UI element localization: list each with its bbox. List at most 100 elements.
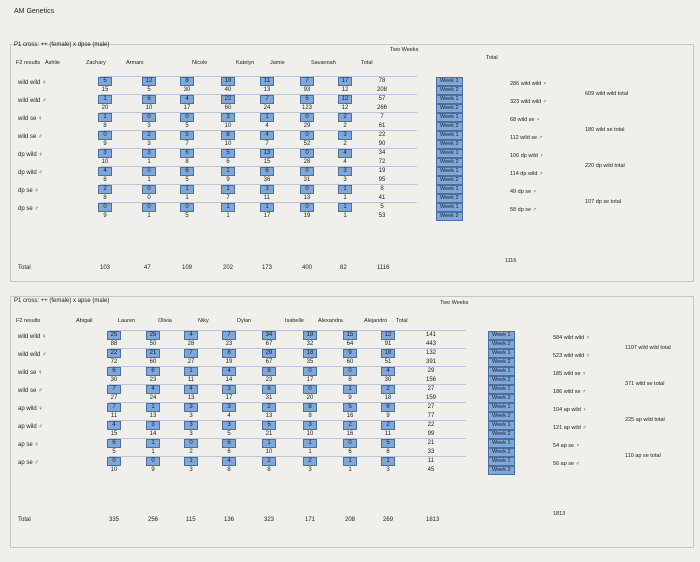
count-box xyxy=(222,349,236,358)
grid-line xyxy=(109,366,466,367)
count-box xyxy=(260,77,274,86)
count-cell: 60 xyxy=(346,359,354,365)
count-box xyxy=(338,95,352,104)
column-total: 109 xyxy=(182,265,193,271)
week-label: Week 2 xyxy=(488,430,515,439)
count-box xyxy=(343,457,357,466)
count-cell: 67 xyxy=(265,341,273,347)
column-total: 323 xyxy=(264,517,275,523)
count-cell: 4 xyxy=(386,368,390,374)
count-box xyxy=(262,403,276,412)
student-name: Lauren xyxy=(118,318,136,324)
count-box xyxy=(260,167,274,176)
row-label: ap wild ♂ xyxy=(18,424,43,430)
count-cell: 1 xyxy=(265,114,269,120)
column-total: 47 xyxy=(144,265,151,271)
row-label: wild se ♀ xyxy=(18,116,43,122)
count-cell: 7 xyxy=(112,386,116,392)
week-label: Week 1 xyxy=(488,403,515,412)
count-cell: 266 xyxy=(376,105,387,111)
count-box xyxy=(222,385,236,394)
count-cell: 3 xyxy=(147,150,151,156)
count-cell: 25 xyxy=(149,332,157,338)
count-box xyxy=(180,167,194,176)
row-sum: 114 dp wild ♂ xyxy=(510,171,544,177)
count-cell: 19 xyxy=(378,168,386,174)
count-cell: 33 xyxy=(427,449,435,455)
week-label: Week 1 xyxy=(488,349,515,358)
count-cell: 11 xyxy=(263,195,271,201)
column-total: 115 xyxy=(186,517,196,523)
count-cell: 0 xyxy=(147,186,151,192)
count-box xyxy=(343,403,357,412)
count-cell: 99 xyxy=(427,431,435,437)
count-cell: 156 xyxy=(425,377,436,383)
count-cell: 1 xyxy=(343,195,347,201)
count-cell: 208 xyxy=(376,87,387,93)
count-box xyxy=(300,149,314,158)
count-cell: 4 xyxy=(189,332,193,338)
count-cell: 27 xyxy=(427,386,435,392)
week-label: Week 1 xyxy=(488,439,515,448)
count-cell: 1 xyxy=(147,213,151,219)
count-box xyxy=(303,331,317,340)
count-box xyxy=(98,113,112,122)
count-box xyxy=(107,349,121,358)
count-cell: 31 xyxy=(265,395,273,401)
count-box xyxy=(98,203,112,212)
row-label: wild se ♀ xyxy=(18,370,43,376)
count-cell: 6 xyxy=(112,368,116,374)
grid-line xyxy=(109,330,466,331)
row-sum: 104 ap wild ♀ xyxy=(553,407,587,413)
grid-line xyxy=(100,112,417,113)
count-cell: 4 xyxy=(227,458,231,464)
count-cell: 52 xyxy=(303,141,311,147)
grand-total: 1116 xyxy=(505,258,517,264)
count-box xyxy=(222,421,236,430)
count-cell: 27 xyxy=(427,404,435,410)
row-label: wild wild ♀ xyxy=(18,80,47,86)
student-name: Alexandra xyxy=(318,318,343,324)
count-box xyxy=(184,385,198,394)
count-cell: 2 xyxy=(343,123,347,129)
count-cell: 1 xyxy=(265,204,269,210)
count-cell: 1 xyxy=(308,449,312,455)
count-cell: 5 xyxy=(185,213,189,219)
count-cell: 8 xyxy=(185,78,189,84)
count-cell: 35 xyxy=(306,359,314,365)
count-cell: 4 xyxy=(265,123,269,129)
week-label: Week 2 xyxy=(488,376,515,385)
count-box xyxy=(300,203,314,212)
student-name: Total xyxy=(396,318,408,324)
grand-total: 1813 xyxy=(553,511,566,517)
week-label: Week 2 xyxy=(488,412,515,421)
count-cell: 1 xyxy=(348,467,352,473)
count-cell: 77 xyxy=(427,413,435,419)
count-cell: 23 xyxy=(225,341,233,347)
count-box xyxy=(262,385,276,394)
s2-cross-label: P1 cross: ++ (female) x apse (male) xyxy=(14,298,110,304)
count-box xyxy=(146,331,160,340)
group-sum: 220 dp wild total xyxy=(585,163,625,170)
count-cell: 64 xyxy=(346,341,354,347)
page-title: AM Genetics xyxy=(14,8,55,15)
count-cell: 6 xyxy=(147,96,151,102)
week-label: Week 2 xyxy=(488,340,515,349)
count-cell: 2 xyxy=(386,386,390,392)
count-box xyxy=(260,203,274,212)
count-cell: 2 xyxy=(267,458,271,464)
count-box xyxy=(180,77,194,86)
count-cell: 1 xyxy=(226,168,230,174)
week-label: Week 1 xyxy=(436,95,463,104)
week-label: Week 1 xyxy=(436,167,463,176)
count-cell: 30 xyxy=(384,377,392,383)
count-box xyxy=(262,421,276,430)
count-cell: 17 xyxy=(183,105,191,111)
grid-line xyxy=(100,166,417,167)
count-cell: 41 xyxy=(378,195,386,201)
count-box xyxy=(381,367,395,376)
count-box xyxy=(343,421,357,430)
count-cell: 30 xyxy=(110,377,118,383)
count-cell: 391 xyxy=(425,359,436,365)
count-cell: 10 xyxy=(145,105,153,111)
